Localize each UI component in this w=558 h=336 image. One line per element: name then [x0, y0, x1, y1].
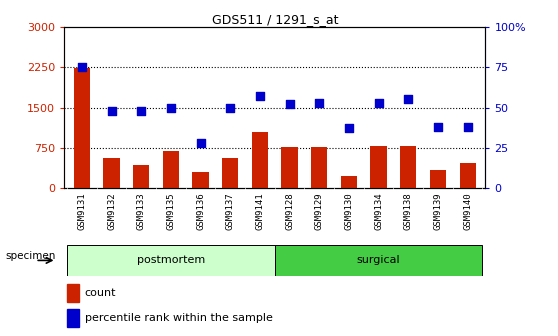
Bar	[103, 158, 120, 188]
Text: GSM9135: GSM9135	[166, 193, 175, 230]
Text: GSM9134: GSM9134	[374, 193, 383, 230]
Text: GSM9138: GSM9138	[404, 193, 413, 230]
Point	[344, 126, 353, 131]
Point	[166, 105, 175, 110]
Bar	[67, 245, 275, 276]
Bar	[459, 163, 476, 188]
Point	[285, 101, 294, 107]
Text: GSM9132: GSM9132	[107, 193, 116, 230]
Point	[463, 124, 472, 130]
Bar	[252, 132, 268, 188]
Bar	[133, 165, 150, 188]
Text: GSM9140: GSM9140	[463, 193, 472, 230]
Text: GSM9133: GSM9133	[137, 193, 146, 230]
Point	[78, 65, 86, 70]
Point	[226, 105, 235, 110]
Bar	[67, 284, 79, 302]
Point	[137, 108, 146, 114]
Point	[107, 108, 116, 114]
Point	[315, 100, 324, 106]
Point	[434, 124, 442, 130]
Bar	[341, 176, 357, 188]
Bar	[311, 147, 328, 188]
Text: count: count	[85, 288, 116, 298]
Bar	[193, 172, 209, 188]
Bar	[281, 147, 298, 188]
Bar	[275, 245, 483, 276]
Text: GSM9130: GSM9130	[344, 193, 353, 230]
Text: GSM9128: GSM9128	[285, 193, 294, 230]
Point	[196, 140, 205, 146]
Bar	[371, 146, 387, 188]
Text: GSM9141: GSM9141	[256, 193, 264, 230]
Title: GDS511 / 1291_s_at: GDS511 / 1291_s_at	[211, 13, 338, 26]
Bar	[400, 146, 416, 188]
Text: specimen: specimen	[5, 251, 55, 261]
Text: postmortem: postmortem	[137, 255, 205, 265]
Text: GSM9137: GSM9137	[226, 193, 235, 230]
Text: surgical: surgical	[357, 255, 401, 265]
Text: GSM9139: GSM9139	[434, 193, 442, 230]
Bar	[222, 158, 238, 188]
Bar	[67, 309, 79, 327]
Point	[256, 93, 264, 99]
Bar	[74, 68, 90, 188]
Text: percentile rank within the sample: percentile rank within the sample	[85, 313, 273, 323]
Point	[404, 97, 413, 102]
Text: GSM9136: GSM9136	[196, 193, 205, 230]
Bar	[163, 151, 179, 188]
Text: GSM9131: GSM9131	[78, 193, 86, 230]
Point	[374, 100, 383, 106]
Bar	[430, 170, 446, 188]
Text: GSM9129: GSM9129	[315, 193, 324, 230]
